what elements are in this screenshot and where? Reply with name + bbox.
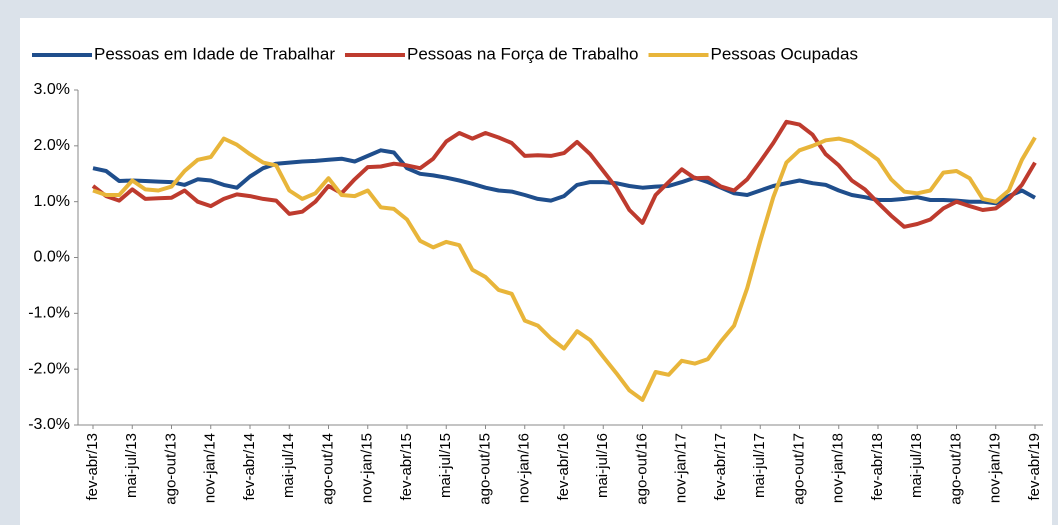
x-tick-label: fev-abr/19: [1026, 433, 1043, 501]
x-tick-label: fev-abr/15: [398, 433, 415, 501]
x-tick-label: ago-out/15: [476, 433, 493, 505]
x-tick-label: nov-jan/19: [987, 433, 1004, 503]
y-tick-label: 3.0%: [34, 81, 70, 98]
x-tick-label: fev-abr/17: [712, 433, 729, 501]
series-line: [92, 136, 1037, 402]
x-tick-label: nov-jan/15: [359, 433, 376, 503]
x-tick-label: ago-out/14: [319, 433, 336, 505]
y-tick-label: 2.0%: [34, 137, 70, 154]
y-tick-label: -1.0%: [28, 305, 70, 322]
plot-panel: [20, 18, 1052, 525]
x-tick-label: ago-out/13: [162, 433, 179, 505]
x-tick-label: fev-abr/18: [869, 433, 886, 501]
x-tick-label: fev-abr/16: [555, 433, 572, 501]
y-tick-label: 0.0%: [34, 249, 70, 266]
legend-label: Pessoas Ocupadas: [711, 44, 858, 63]
y-tick-label: 1.0%: [34, 193, 70, 210]
x-tick-label: mai-jul/15: [437, 433, 454, 498]
x-tick-label: ago-out/16: [633, 433, 650, 505]
x-tick-label: fev-abr/14: [241, 433, 258, 501]
x-tick-label: ago-out/17: [790, 433, 807, 505]
legend-label: Pessoas na Força de Trabalho: [407, 44, 639, 63]
x-tick-label: ago-out/18: [947, 433, 964, 505]
x-tick-label: nov-jan/17: [673, 433, 690, 503]
y-tick-label: -2.0%: [28, 360, 70, 377]
series-line: [91, 119, 1037, 229]
x-tick-label: mai-jul/18: [908, 433, 925, 498]
x-tick-label: nov-jan/18: [830, 433, 847, 503]
x-tick-label: mai-jul/14: [280, 433, 297, 498]
x-tick-label: mai-jul/17: [751, 433, 768, 498]
x-tick-label: fev-abr/13: [84, 433, 101, 501]
x-tick-label: nov-jan/14: [202, 433, 219, 503]
x-tick-label: nov-jan/16: [516, 433, 533, 503]
x-tick-label: mai-jul/13: [123, 433, 140, 498]
y-tick-label: -3.0%: [28, 416, 70, 433]
x-tick-label: mai-jul/16: [594, 433, 611, 498]
legend-label: Pessoas em Idade de Trabalhar: [94, 44, 335, 63]
